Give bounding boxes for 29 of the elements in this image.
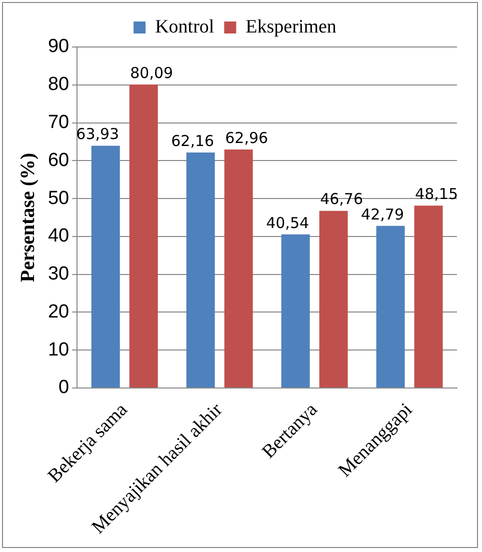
y-tick-label: 60 bbox=[48, 150, 70, 171]
bar bbox=[414, 206, 443, 388]
y-tick-label: 40 bbox=[48, 226, 70, 247]
y-tick-label: 30 bbox=[48, 264, 70, 285]
bar bbox=[129, 84, 158, 388]
y-tick-label: 90 bbox=[48, 36, 70, 58]
bar bbox=[91, 146, 120, 388]
data-label: 62,96 bbox=[225, 128, 268, 147]
y-tick-label: 70 bbox=[48, 112, 70, 134]
legend-label: Kontrol bbox=[155, 16, 214, 38]
data-label: 42,79 bbox=[361, 205, 404, 224]
y-axis-title: Persentase (%) bbox=[17, 152, 40, 282]
y-tick-label: 20 bbox=[48, 301, 70, 322]
y-tick-label: 80 bbox=[48, 74, 70, 96]
y-tick-label: 0 bbox=[58, 377, 70, 398]
bar bbox=[281, 234, 310, 388]
data-label: 62,16 bbox=[171, 132, 214, 150]
legend-label: Eksperimen bbox=[246, 16, 337, 38]
data-label: 48,15 bbox=[415, 184, 458, 203]
bar bbox=[224, 149, 253, 388]
data-label: 46,76 bbox=[320, 190, 364, 208]
bar bbox=[376, 226, 405, 388]
data-label: 63,93 bbox=[76, 125, 120, 144]
y-tick-label: 10 bbox=[48, 339, 70, 360]
data-label: 40,54 bbox=[266, 214, 310, 232]
y-tick-label: 50 bbox=[48, 188, 70, 209]
bar bbox=[319, 210, 348, 388]
data-label: 80,09 bbox=[130, 64, 174, 82]
bar bbox=[186, 152, 215, 388]
